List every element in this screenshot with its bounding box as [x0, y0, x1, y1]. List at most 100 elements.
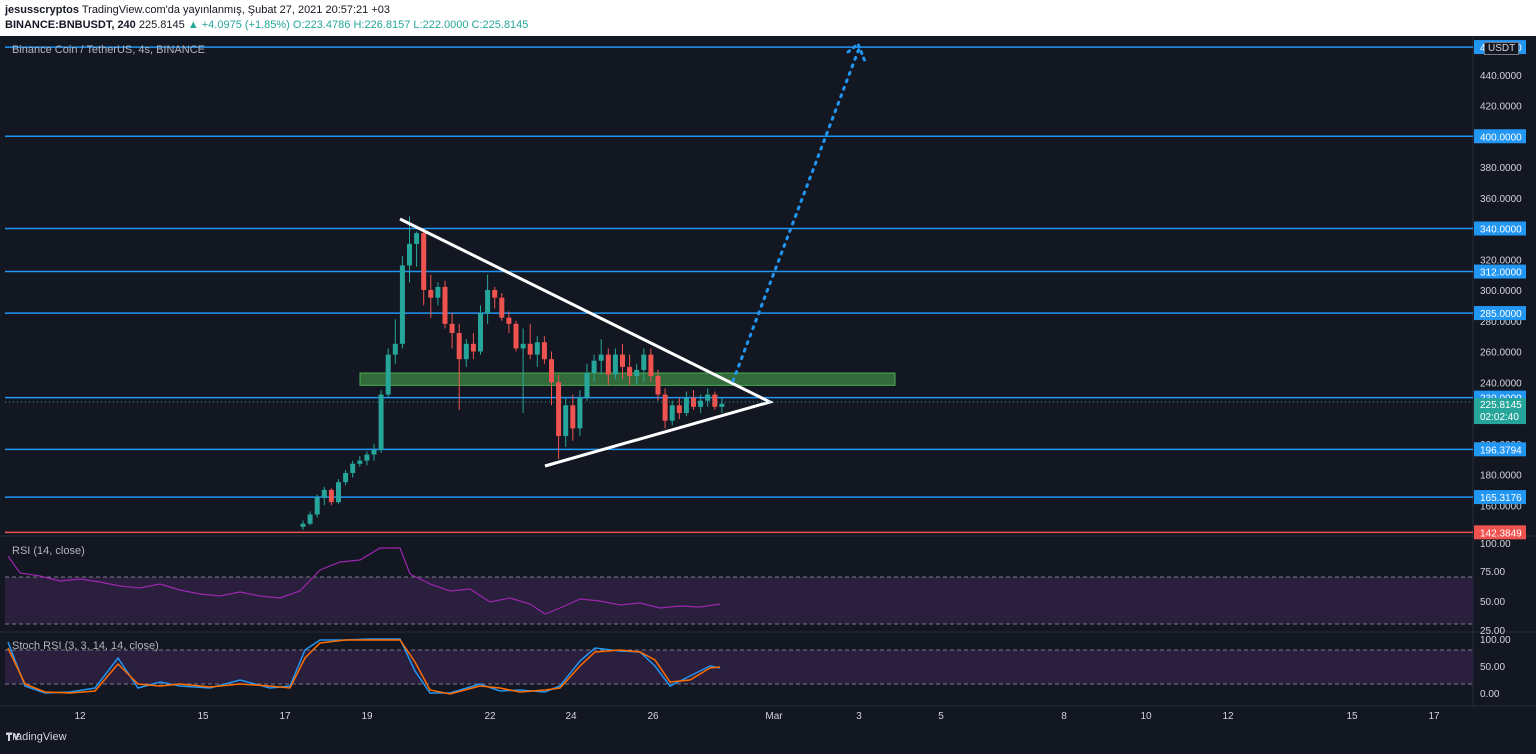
- candle-body: [314, 497, 320, 515]
- time-tick-label: Mar: [765, 711, 783, 722]
- author-name[interactable]: jesusscryptos: [5, 4, 79, 16]
- level-price-label: 340.0000: [1480, 225, 1522, 236]
- brand-name[interactable]: TradingView: [6, 731, 67, 743]
- price-tick-label: 380.0000: [1480, 163, 1522, 174]
- price-tick-label: 180.0000: [1480, 471, 1522, 482]
- main-pane-title: Binance Coin / TetherUS, 4s, BINANCE: [12, 44, 205, 56]
- candle-body: [492, 290, 498, 298]
- candle-body: [485, 290, 491, 314]
- candle-body: [563, 405, 569, 437]
- candle-body: [414, 233, 420, 244]
- candle-body: [627, 366, 633, 377]
- level-price-tag: [1474, 442, 1526, 457]
- main-pane-bg: [5, 36, 1473, 536]
- candle-body: [449, 323, 455, 334]
- currency-badge[interactable]: USDT: [1484, 42, 1520, 55]
- level-price-label: 312.0000: [1480, 268, 1522, 279]
- candle-body: [350, 463, 356, 473]
- time-tick-label: 15: [197, 711, 209, 722]
- tradingview-logo-icon[interactable]: [6, 731, 24, 743]
- level-price-label: 196.3794: [1480, 445, 1522, 456]
- candle-body: [584, 373, 590, 398]
- rsi-pane-title: RSI (14, close): [12, 545, 85, 557]
- projection-line[interactable]: [731, 44, 862, 383]
- time-tick-label: 19: [361, 711, 373, 722]
- candle-body: [612, 354, 618, 375]
- level-price-label: 142.3849: [1480, 528, 1522, 539]
- time-tick-label: 10: [1140, 711, 1152, 722]
- candle-body: [407, 243, 412, 266]
- publish-date: TradingView.com'da yayınlanmış, Şubat 27…: [81, 4, 391, 16]
- level-price-tag: [1474, 129, 1526, 144]
- price-tick-label: 240.0000: [1480, 378, 1522, 389]
- stoch-d-line: [7, 639, 721, 695]
- time-tick-label: 12: [74, 711, 86, 722]
- stoch-tick-label: 0.00: [1480, 689, 1500, 700]
- countdown-label: 02:02:40: [1480, 412, 1519, 423]
- candle-body: [520, 343, 526, 349]
- time-tick-label: 17: [1428, 711, 1440, 722]
- stoch-band: [5, 650, 1473, 684]
- candle-body: [421, 233, 427, 290]
- candle-body: [655, 376, 661, 395]
- candle-body: [307, 514, 313, 524]
- candle-body: [321, 489, 327, 498]
- rsi-tick-label: 75.00: [1480, 567, 1505, 578]
- time-tick-label: 22: [484, 711, 496, 722]
- candle-body: [399, 265, 405, 344]
- candle-body: [456, 333, 462, 360]
- candle-body: [705, 394, 711, 401]
- candle-body: [513, 323, 519, 349]
- level-price-label: 285.0000: [1480, 309, 1522, 320]
- level-price-tag: [1474, 525, 1526, 540]
- candle-body: [683, 397, 689, 413]
- level-price-tag: [1474, 264, 1526, 279]
- level-price-tag: [1474, 490, 1526, 505]
- candle-body: [662, 394, 668, 421]
- candle-body: [719, 403, 725, 407]
- price-tick-label: 260.0000: [1480, 348, 1522, 359]
- level-price-tag: [1474, 306, 1526, 321]
- rsi-tick-label: 100.00: [1480, 539, 1511, 550]
- symbol-line: BINANCE:BNBUSDT, 240 225.8145 ▲ +4.0975 …: [5, 19, 528, 31]
- last-price-label: 225.8145: [1480, 400, 1522, 411]
- candle-body: [676, 405, 682, 413]
- ohlc-open: O:223.4786: [292, 19, 351, 31]
- candle-body: [463, 343, 469, 360]
- candle-body: [328, 489, 334, 503]
- price-tick-label: 320.0000: [1480, 255, 1522, 266]
- candle-body: [300, 523, 306, 527]
- candle-body: [534, 342, 540, 355]
- candle-body: [648, 354, 654, 377]
- candle-body: [712, 394, 718, 407]
- chart-area[interactable]: 440.0000 420.0000 380.0000 360.0000 320.0000…: [0, 36, 1536, 754]
- candle-body: [620, 354, 625, 367]
- stoch-pane-title: Stoch RSI (3, 3, 14, 14, close): [12, 640, 159, 652]
- candle-body: [336, 482, 341, 503]
- candle-body: [470, 343, 476, 352]
- rsi-tick-label: 50.00: [1480, 597, 1505, 608]
- candle-body: [357, 460, 363, 464]
- time-tick-label: 3: [856, 711, 862, 722]
- time-tick-label: 26: [647, 711, 659, 722]
- price-change: ▲ +4.0975 (+1.85%): [187, 19, 290, 31]
- footer: TradingView: [6, 731, 67, 743]
- candle-body: [428, 290, 434, 298]
- price-tick-label: 420.0000: [1480, 102, 1522, 113]
- price-tick-label: 160.0000: [1480, 501, 1522, 512]
- price-tick-label: 300.0000: [1480, 286, 1522, 297]
- candle-body: [669, 405, 675, 421]
- ohlc-low: L:222.0000: [413, 19, 469, 31]
- candle-body: [577, 397, 583, 429]
- candle-body: [641, 354, 647, 370]
- price-tick-label: 280.0000: [1480, 317, 1522, 328]
- symbol-name: BINANCE:BNBUSDT, 240: [5, 19, 136, 31]
- level-price-label: 165.3176: [1480, 493, 1522, 504]
- time-tick-label: 12: [1222, 711, 1234, 722]
- ohlc-close: C:225.8145: [471, 19, 529, 31]
- candle-body: [442, 286, 448, 324]
- candle-body: [527, 343, 533, 355]
- chart-canvas[interactable]: 440.0000 420.0000 380.0000 360.0000 320.0000…: [0, 36, 1536, 754]
- time-tick-label: 8: [1061, 711, 1067, 722]
- candle-body: [378, 394, 384, 450]
